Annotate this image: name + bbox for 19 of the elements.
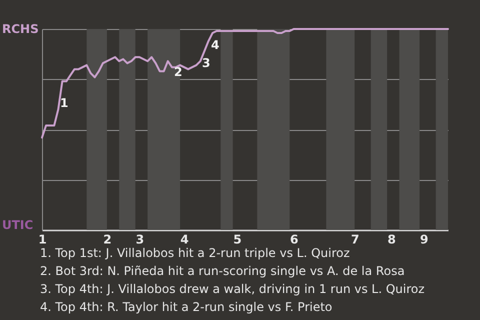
text: UTIC (2, 218, 34, 232)
text: 4. Top 4th: R. Taylor hit a 2-run single vs F. Prieto (40, 299, 334, 316)
x-tick-label: 8 (387, 232, 396, 246)
text: RCHS (2, 22, 39, 36)
x-tick-label: 1 (38, 232, 47, 246)
x-tick-label: 3 (136, 232, 144, 246)
x-tick-label: 2 (103, 232, 112, 246)
x-tick-label: 6 (290, 232, 298, 246)
x-tick-label: 4 (180, 232, 189, 246)
x-tick-label: 9 (420, 232, 428, 246)
annotation: 1 (60, 96, 68, 110)
x-tick-label: 5 (233, 232, 242, 246)
text: 3. Top 4th: J. Villalobos drew a walk, driving in 1 run vs L. Quiroz (40, 281, 425, 298)
annotation: 3 (202, 56, 210, 70)
annotation: 4 (211, 38, 220, 52)
x-tick-label: 7 (350, 232, 360, 246)
text: 1. Top 1st: J. Villalobos hit a 2-run triple vs L. Quiroz (40, 246, 350, 260)
text: 2. Bot 3rd: N. Piñeda hit a run-scoring single vs A. de la Rosa (40, 263, 406, 280)
annotation: 2 (174, 65, 182, 79)
